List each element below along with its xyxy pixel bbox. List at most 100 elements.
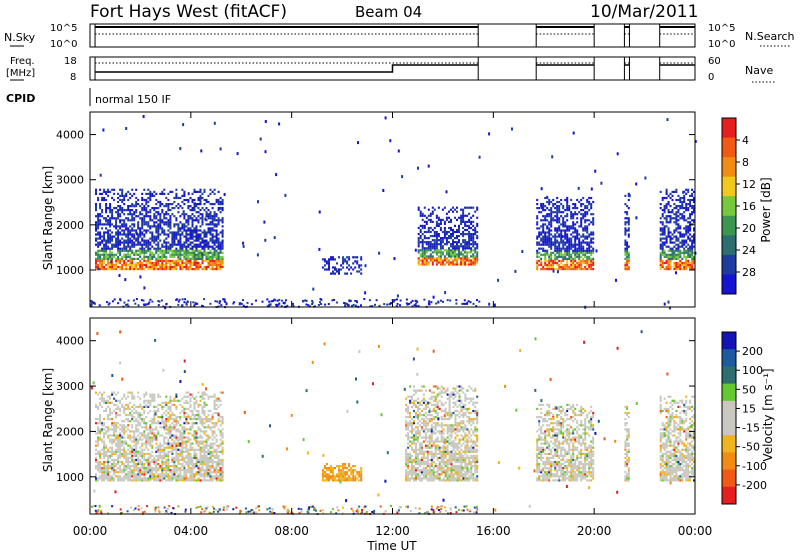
power-cell <box>685 188 688 191</box>
power-cell <box>592 263 595 267</box>
power-cell <box>179 147 182 151</box>
cpid-label: CPID <box>6 92 35 105</box>
power-cell <box>157 229 160 232</box>
velocity-cell <box>111 467 114 470</box>
power-cell <box>574 263 577 267</box>
power-cell <box>685 259 688 262</box>
power-cell <box>470 255 473 258</box>
power-cell <box>181 259 184 262</box>
power-cell <box>135 203 138 206</box>
power-cell <box>584 215 587 218</box>
power-cell <box>546 195 549 199</box>
power-cell <box>143 233 146 236</box>
power-cell <box>550 215 553 218</box>
power-cell <box>207 194 210 197</box>
velocity-cell <box>153 475 156 478</box>
velocity-cell <box>127 473 130 476</box>
velocity-cell <box>177 479 180 482</box>
power-cell <box>552 259 555 262</box>
velocity-cell <box>199 450 202 453</box>
power-cell <box>458 228 460 232</box>
power-cell <box>472 253 475 256</box>
power-cell <box>458 230 460 234</box>
power-cell <box>213 217 216 220</box>
power-cell <box>123 196 126 200</box>
velocity-cell <box>199 430 202 433</box>
velocity-cell <box>183 446 186 449</box>
power-cell <box>448 226 450 230</box>
power-cell <box>675 227 678 230</box>
velocity-cell <box>133 444 136 447</box>
velocity-cell <box>133 458 136 462</box>
power-cell <box>211 223 214 226</box>
velocity-cell <box>133 420 136 423</box>
power-cell <box>456 241 458 244</box>
power-cell <box>105 231 108 234</box>
power-cell <box>691 235 694 238</box>
power-cell <box>149 255 152 258</box>
power-cell <box>673 265 676 269</box>
velocity-cell <box>191 456 194 459</box>
power-cell <box>141 247 144 250</box>
power-cell <box>564 265 567 269</box>
power-cell <box>113 198 116 202</box>
power-cell <box>562 241 565 244</box>
velocity-cell <box>101 428 104 431</box>
power-cell <box>205 255 208 258</box>
power-cell <box>95 190 97 193</box>
velocity-cell <box>97 405 100 408</box>
power-cell <box>665 221 668 224</box>
power-cell <box>673 251 676 254</box>
power-cell <box>213 235 216 238</box>
power-cell <box>443 230 446 234</box>
power-cell <box>125 263 128 267</box>
velocity-cell <box>95 473 97 476</box>
velocity-cell <box>171 414 174 417</box>
power-cell <box>103 196 106 200</box>
velocity-cell <box>121 477 124 480</box>
power-cell <box>99 188 102 191</box>
velocity-cell <box>189 448 192 451</box>
power-cell <box>562 243 565 246</box>
power-cell <box>626 205 629 208</box>
velocity-cell <box>201 391 204 394</box>
velocity-cell <box>201 418 204 421</box>
velocity-cell <box>165 414 168 417</box>
power-cell <box>445 251 448 254</box>
velocity-cell <box>167 458 170 462</box>
power-cell <box>175 233 178 236</box>
power-cell <box>211 229 214 232</box>
power-cell <box>425 216 428 219</box>
power-cell <box>111 188 114 191</box>
power-cell <box>344 304 347 307</box>
velocity-cell <box>127 448 130 451</box>
power-cell <box>141 257 144 260</box>
power-cell <box>448 263 450 266</box>
power-cell <box>468 239 471 242</box>
power-cell <box>421 233 424 236</box>
power-cell <box>564 257 567 260</box>
power-cell <box>169 249 172 252</box>
power-cell <box>689 251 692 254</box>
power-cell <box>145 223 148 226</box>
velocity-cell <box>173 475 176 478</box>
power-cell <box>570 233 573 236</box>
power-cell <box>536 265 539 269</box>
power-cell <box>427 237 430 240</box>
velocity-cell <box>125 403 128 406</box>
velocity-cell <box>113 473 116 476</box>
power-cell <box>111 253 114 256</box>
power-cell <box>179 245 182 248</box>
power-cell <box>538 255 541 258</box>
power-cell <box>211 257 214 260</box>
power-cell <box>536 227 539 230</box>
velocity-cell <box>137 479 140 482</box>
power-cell <box>97 227 100 230</box>
power-cell <box>133 192 136 195</box>
velocity-cell <box>201 465 204 468</box>
power-cell <box>570 215 573 218</box>
power-cell <box>153 217 156 220</box>
power-cell <box>135 268 138 271</box>
power-cell <box>681 243 684 246</box>
power-cell <box>661 231 664 234</box>
